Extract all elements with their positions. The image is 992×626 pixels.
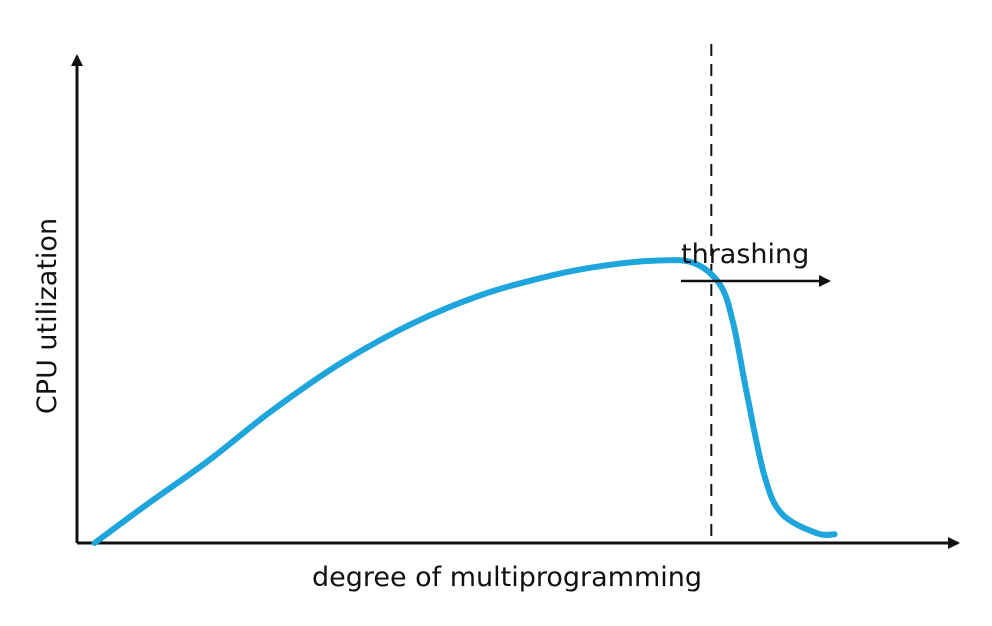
thrashing-label: thrashing [681, 239, 809, 270]
cpu-utilization-curve [91, 257, 838, 546]
x-axis-label: degree of multiprogramming [312, 562, 702, 593]
y-axis-label: CPU utilization [32, 218, 63, 414]
